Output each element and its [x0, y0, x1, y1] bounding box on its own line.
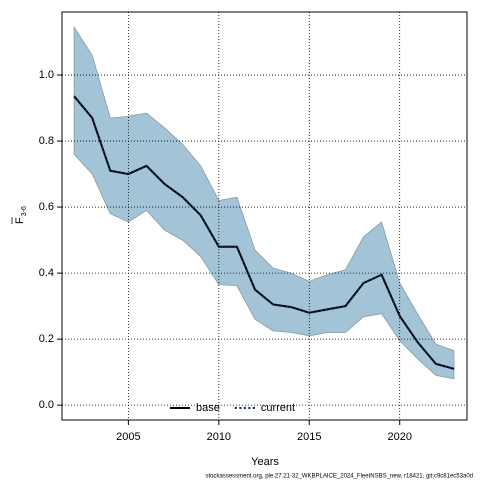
legend-label: current	[261, 402, 295, 414]
y-tick-label: 0.4	[39, 267, 54, 279]
y-tick-label: 1.0	[39, 69, 54, 81]
y-tick-label: 0.2	[39, 333, 54, 345]
footer: stockassessment.org, ple.27.21-32_WKBPLA…	[206, 474, 474, 480]
plot-frame	[61, 11, 468, 421]
confidence-band	[73, 25, 455, 380]
y-label-subscript: 3-6	[21, 206, 28, 216]
x-tick-label: 2020	[387, 431, 411, 443]
x-tick-label: 2005	[116, 431, 140, 443]
x-tick-label: 2015	[297, 431, 321, 443]
legend-label: base	[196, 402, 220, 414]
y-label-symbol: F	[14, 217, 26, 224]
y-tick-label: 0.6	[39, 201, 54, 213]
y-axis-label: F3-6	[11, 206, 28, 224]
x-axis-label: Years	[251, 456, 279, 468]
series-line	[73, 95, 455, 370]
y-tick-label: 0.8	[39, 135, 54, 147]
y-tick-label: 0.0	[39, 399, 54, 411]
x-tick-label: 2010	[207, 431, 231, 443]
